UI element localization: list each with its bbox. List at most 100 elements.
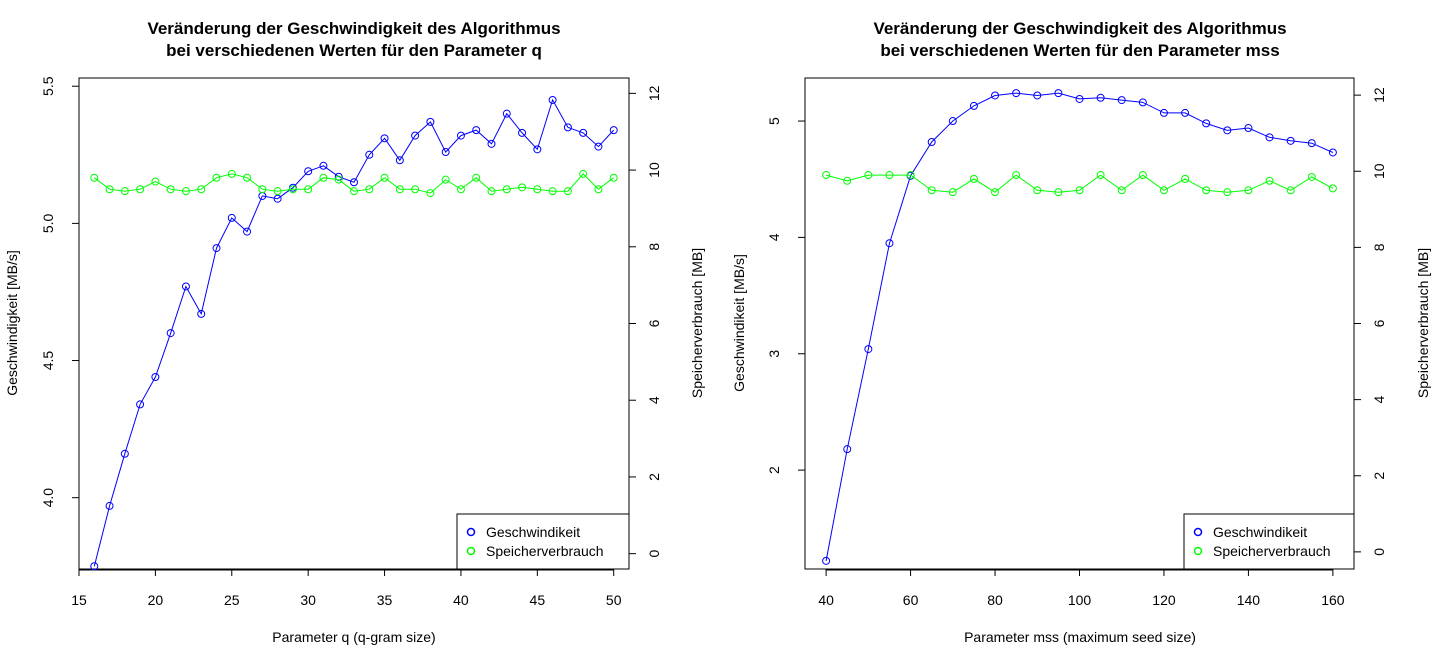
data-point-geschwindikeit xyxy=(927,137,936,146)
data-point-geschwindikeit xyxy=(1117,96,1126,105)
plot-box xyxy=(804,77,1355,570)
x-tick-label: 160 xyxy=(1321,592,1345,608)
data-point-geschwindikeit xyxy=(181,282,190,291)
y-axis-left-label: Geschwindikeit [MB/s] xyxy=(731,254,747,392)
data-point-geschwindikeit xyxy=(472,126,481,135)
data-point-geschwindikeit xyxy=(380,134,389,143)
y-right-tick-label: 10 xyxy=(646,162,662,178)
y-right-tick-label: 8 xyxy=(646,243,662,251)
data-point-geschwindikeit xyxy=(243,227,252,236)
y-right-tick-label: 6 xyxy=(646,319,662,327)
data-point-speicherverbrauch xyxy=(533,185,542,194)
series-layer xyxy=(90,95,618,571)
data-point-geschwindikeit xyxy=(411,131,420,140)
chart-title-line2: bei verschiedenen Werten für den Paramet… xyxy=(880,41,1279,60)
data-point-speicherverbrauch xyxy=(105,185,114,194)
data-point-geschwindikeit xyxy=(1244,124,1253,133)
data-point-geschwindikeit xyxy=(1265,133,1274,142)
data-point-geschwindikeit xyxy=(304,167,313,176)
data-point-geschwindikeit xyxy=(136,400,145,409)
data-point-geschwindikeit xyxy=(365,150,374,159)
data-point-speicherverbrauch xyxy=(1033,186,1042,195)
data-point-geschwindikeit xyxy=(1138,98,1147,107)
data-point-geschwindikeit xyxy=(426,117,435,126)
x-axis: 40 60 80 100 120 140 160 xyxy=(818,569,1345,608)
y-axis-right: 0 2 4 6 8 10 12 xyxy=(1353,87,1387,556)
data-point-geschwindikeit xyxy=(319,161,328,170)
data-point-geschwindikeit xyxy=(533,145,542,154)
data-point-geschwindikeit xyxy=(609,126,618,135)
legend: Geschwindikeit Speicherverbrauch xyxy=(456,513,630,570)
data-point-geschwindikeit xyxy=(1223,126,1232,135)
data-point-speicherverbrauch xyxy=(927,186,936,195)
data-point-speicherverbrauch xyxy=(1244,186,1253,195)
data-point-geschwindikeit xyxy=(441,148,450,157)
data-point-speicherverbrauch xyxy=(822,171,831,180)
data-point-geschwindikeit xyxy=(1202,119,1211,128)
data-point-speicherverbrauch xyxy=(502,185,511,194)
data-point-speicherverbrauch xyxy=(120,187,129,196)
legend-marker-speicherverbrauch xyxy=(1193,546,1203,556)
data-point-geschwindikeit xyxy=(518,128,527,137)
y-axis-right-label: Speicherverbrauch [MB] xyxy=(1415,248,1431,398)
data-point-geschwindikeit xyxy=(548,95,557,104)
data-point-geschwindikeit xyxy=(1054,89,1063,98)
series-line-geschwindikeit xyxy=(93,98,615,567)
data-point-speicherverbrauch xyxy=(563,187,572,196)
data-point-speicherverbrauch xyxy=(1181,174,1190,183)
data-point-speicherverbrauch xyxy=(411,185,420,194)
x-tick-label: 100 xyxy=(1068,592,1092,608)
y-axis-right: 0 2 4 6 8 10 12 xyxy=(628,85,662,558)
data-point-speicherverbrauch xyxy=(380,173,389,182)
data-point-geschwindikeit xyxy=(456,131,465,140)
y-left-tick-label: 4.5 xyxy=(40,351,56,371)
legend-marker-geschwindikeit xyxy=(1193,527,1203,537)
y-left-tick-label: 5.0 xyxy=(40,213,56,233)
data-point-geschwindikeit xyxy=(105,501,114,510)
data-point-speicherverbrauch xyxy=(227,169,236,178)
data-point-speicherverbrauch xyxy=(365,185,374,194)
data-point-speicherverbrauch xyxy=(548,187,557,196)
data-point-geschwindikeit xyxy=(579,128,588,137)
series-line-geschwindikeit xyxy=(825,92,1334,561)
chart-q: Veränderung der Geschwindigkeit des Algo… xyxy=(4,19,705,645)
y-right-tick-label: 4 xyxy=(1371,396,1387,404)
legend-marker-geschwindikeit xyxy=(466,527,476,537)
x-axis: 15 20 25 30 35 40 45 50 xyxy=(71,569,622,608)
data-point-speicherverbrauch xyxy=(1328,184,1337,193)
data-point-speicherverbrauch xyxy=(1202,186,1211,195)
x-tick-label: 45 xyxy=(530,592,546,608)
data-point-geschwindikeit xyxy=(563,123,572,132)
data-point-speicherverbrauch xyxy=(151,177,160,186)
plot-box xyxy=(78,77,630,570)
y-left-tick-label: 2 xyxy=(766,466,782,474)
data-point-speicherverbrauch xyxy=(426,189,435,198)
legend-label-speicherverbrauch: Speicherverbrauch xyxy=(486,543,604,559)
data-point-speicherverbrauch xyxy=(579,169,588,178)
data-point-geschwindikeit xyxy=(1307,139,1316,148)
data-point-geschwindikeit xyxy=(822,556,831,565)
y-right-tick-label: 2 xyxy=(1371,472,1387,480)
y-axis-right-label: Speicherverbrauch [MB] xyxy=(689,248,705,398)
y-right-tick-label: 12 xyxy=(646,85,662,101)
data-point-geschwindikeit xyxy=(197,309,206,318)
x-tick-label: 25 xyxy=(224,592,240,608)
y-right-tick-label: 8 xyxy=(1371,243,1387,251)
data-point-geschwindikeit xyxy=(864,345,873,354)
data-point-geschwindikeit xyxy=(1033,91,1042,100)
data-point-geschwindikeit xyxy=(594,142,603,151)
data-point-speicherverbrauch xyxy=(1075,186,1084,195)
data-point-geschwindikeit xyxy=(227,213,236,222)
x-tick-label: 40 xyxy=(453,592,469,608)
chart-title-line1: Veränderung der Geschwindigkeit des Algo… xyxy=(873,19,1286,38)
x-tick-label: 140 xyxy=(1237,592,1261,608)
data-point-speicherverbrauch xyxy=(1159,186,1168,195)
data-point-speicherverbrauch xyxy=(212,173,221,182)
legend-label-geschwindikeit: Geschwindikeit xyxy=(486,524,580,540)
data-point-speicherverbrauch xyxy=(273,187,282,196)
data-point-speicherverbrauch xyxy=(594,185,603,194)
data-point-speicherverbrauch xyxy=(1117,186,1126,195)
y-right-tick-label: 0 xyxy=(1371,548,1387,556)
series-line-speicherverbrauch xyxy=(93,173,615,194)
y-right-tick-label: 2 xyxy=(646,473,662,481)
